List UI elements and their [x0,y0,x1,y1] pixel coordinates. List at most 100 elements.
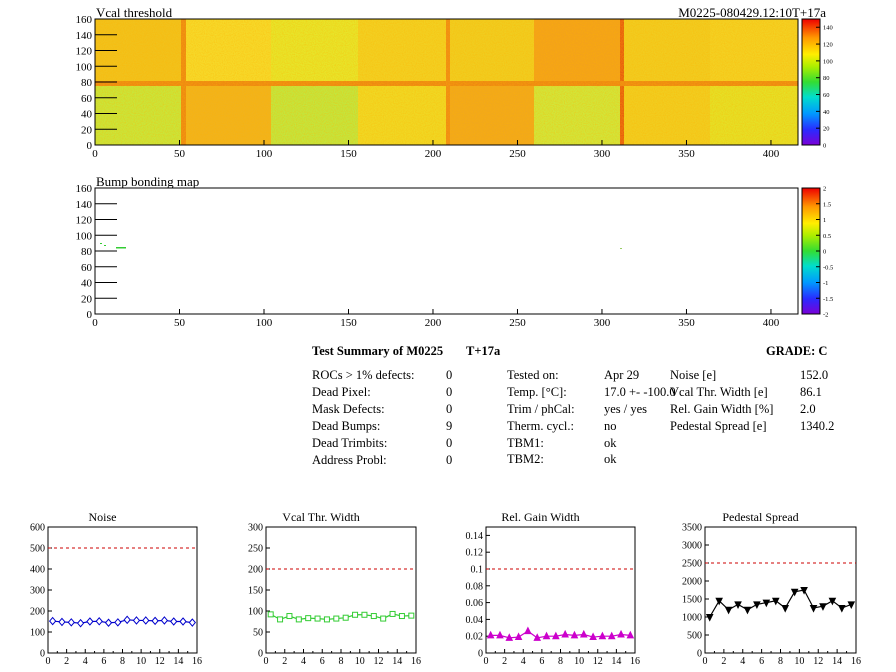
data-point [724,606,733,615]
data-point [48,616,57,626]
y-tick-label: 140 [76,30,93,42]
data-point [123,615,131,625]
plot-title: Noise [89,510,117,524]
summary-value: 0 [446,453,453,467]
y-tick-label: 140 [76,199,93,211]
x-tick-label: 8 [120,656,125,667]
summary-label: TBM1: [507,436,544,450]
data-point [408,612,415,619]
data-point [486,630,495,639]
y-tick-label: 400 [30,565,45,576]
x-tick-label: 2 [502,656,507,667]
data-point [142,616,150,625]
y-tick-label: 200 [248,565,263,576]
mini-plot-1: Noise 0 2 4 6 8 10 12 14 16 0 100 200 300 400 500 600 [30,510,202,667]
data-point [132,616,141,625]
data-point [295,616,302,623]
data-point [170,617,178,626]
colorbar-tick-label: 120 [823,42,833,49]
data-point [589,632,597,641]
summary-value: 86.1 [800,385,822,399]
data-point [370,613,377,620]
data-point [58,617,66,627]
colorbar-tick-label: 1.5 [823,201,831,208]
data-point [505,633,514,641]
summary-value: 2.0 [800,402,816,416]
data-point [819,603,827,611]
y-tick-label: 0.12 [466,548,484,559]
x-tick-label: 16 [630,656,640,667]
y-tick-label: 2000 [682,577,702,588]
data-point [286,613,293,620]
data-point [333,615,340,622]
colorbar-tick-label: 40 [823,109,830,116]
x-tick-label: 250 [509,317,526,329]
colorbar-tick-label: 100 [823,58,833,65]
y-tick-label: 0 [40,649,45,660]
y-tick-label: 0 [697,649,702,660]
x-tick-label: 0 [703,656,708,667]
bump-defects [100,243,622,249]
y-tick-label: 40 [81,109,93,121]
summary-label: TBM2: [507,452,544,466]
data-point [305,615,312,622]
summary-temp-tag: T+17a [466,344,501,358]
x-tick-label: 4 [83,656,88,667]
y-tick-label: 100 [76,230,93,242]
data-point [104,618,113,628]
plot-frame [47,526,198,654]
summary-value: ok [604,436,617,450]
x-tick-label: 16 [192,656,202,667]
summary-value: 0 [446,402,453,416]
data-point [67,618,75,627]
colorbar-tick-label: -1 [823,280,828,287]
x-tick-label: 400 [763,148,780,160]
data-point [828,597,837,606]
colorbar-tick-label: 0 [823,249,826,256]
x-tick-label: 4 [521,656,526,667]
y-tick-label: 1000 [682,613,702,624]
data-point [598,631,607,640]
summary-label: ROCs > 1% defects: [312,368,415,382]
plot-title: Vcal Thr. Width [282,510,359,524]
x-tick-label: 2 [721,656,726,667]
summary-label: Rel. Gain Width [%] [670,402,774,416]
y-tick-label: 20 [81,293,93,305]
y-tick-label: 1500 [682,595,702,606]
y-tick-label: 160 [76,183,93,195]
y-tick-label: 100 [76,61,93,73]
y-tick-label: 500 [687,631,702,642]
vcal-colorbar [801,18,821,146]
y-tick-label: 0.14 [466,531,484,542]
summary-value: 152.0 [800,368,829,382]
plot-title: Pedestal Spread [722,510,798,524]
y-tick-label: 2500 [682,559,702,570]
x-tick-label: 12 [155,656,165,667]
y-tick-label: 60 [81,93,93,105]
x-tick-label: 14 [832,656,842,667]
data-point [734,601,742,610]
y-tick-label: 60 [81,262,93,274]
colorbar-tick-label: 0 [823,143,826,150]
x-tick-label: 10 [355,656,365,667]
colorbar-tick-label: -0.5 [823,264,833,271]
y-tick-label: 250 [248,544,263,555]
data-point [496,630,504,639]
data-point [762,599,771,608]
y-tick-label: 200 [30,607,45,618]
data-point [847,601,856,610]
summary-label: Trim / phCal: [507,402,575,416]
data-point [743,606,752,615]
data-point [542,631,551,640]
x-tick-label: 0 [46,656,51,667]
x-tick-label: 14 [173,656,183,667]
series-line [709,589,852,618]
colorbar-tick-label: 1 [823,217,826,224]
summary-label: Dead Bumps: [312,419,381,433]
data-point [76,618,85,628]
bump-map-title: Bump bonding map [96,174,199,189]
y-tick-label: 100 [248,607,263,618]
data-point [277,616,284,623]
summary-label: Address Probl: [312,453,387,467]
summary-value: ok [604,452,617,466]
